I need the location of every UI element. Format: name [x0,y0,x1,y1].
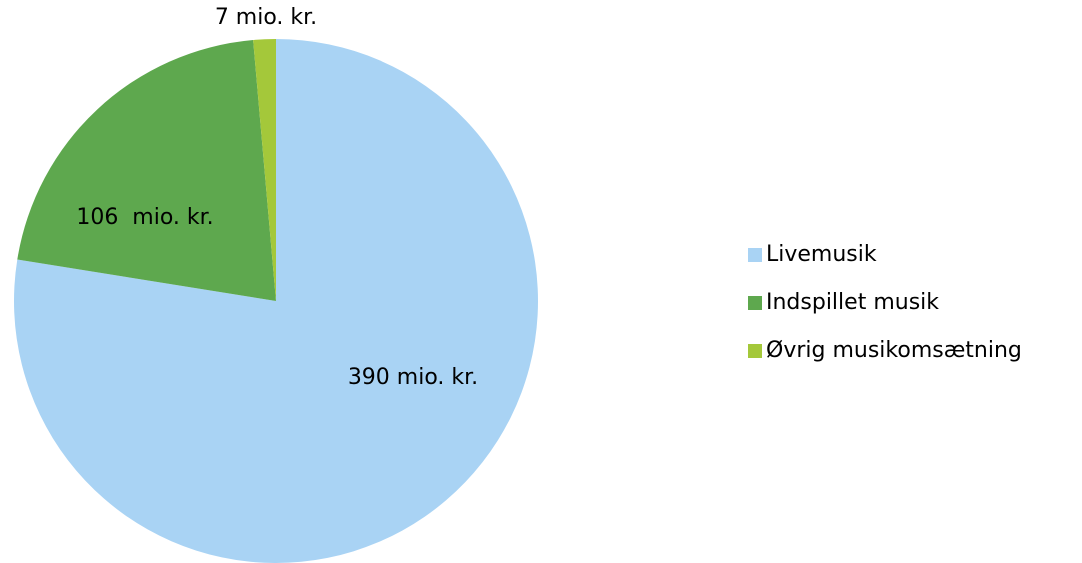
pie-slice [17,40,277,302]
data-label: 7 mio. kr. [215,5,317,30]
data-label: 390 mio. kr. [348,365,478,390]
pie-slice [13,39,538,563]
legend-swatch [748,248,762,262]
legend-label: Øvrig musikomsætning [766,338,1022,363]
legend-label: Livemusik [766,242,877,267]
data-label: 106 mio. kr. [76,205,213,230]
legend-swatch [748,344,762,358]
pie-slice [253,39,276,301]
legend-label: Indspillet musik [766,290,939,315]
legend-swatch [748,296,762,310]
